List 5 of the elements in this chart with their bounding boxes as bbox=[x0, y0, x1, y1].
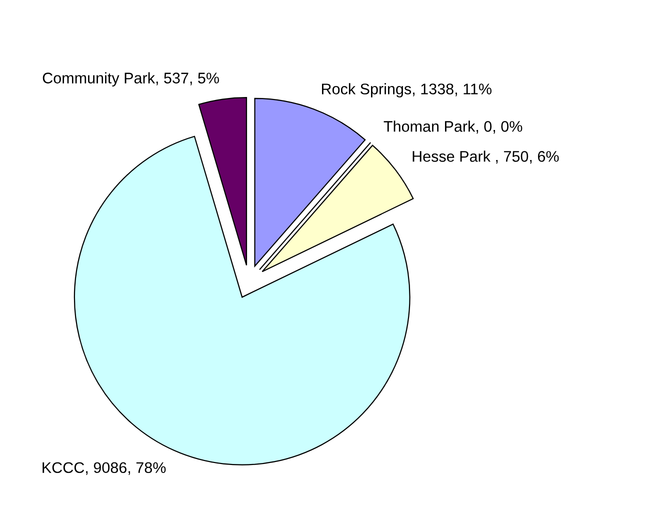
slice-label: Hesse Park , 750, 6% bbox=[412, 150, 559, 164]
slice-label: KCCC, 9086, 78% bbox=[42, 462, 166, 475]
slice-label: Community Park, 537, 5% bbox=[42, 72, 219, 86]
category-label: Thoman Park, 0, 0% bbox=[384, 120, 522, 134]
slice-label: Rock Springs, 1338, 11% bbox=[322, 83, 492, 98]
